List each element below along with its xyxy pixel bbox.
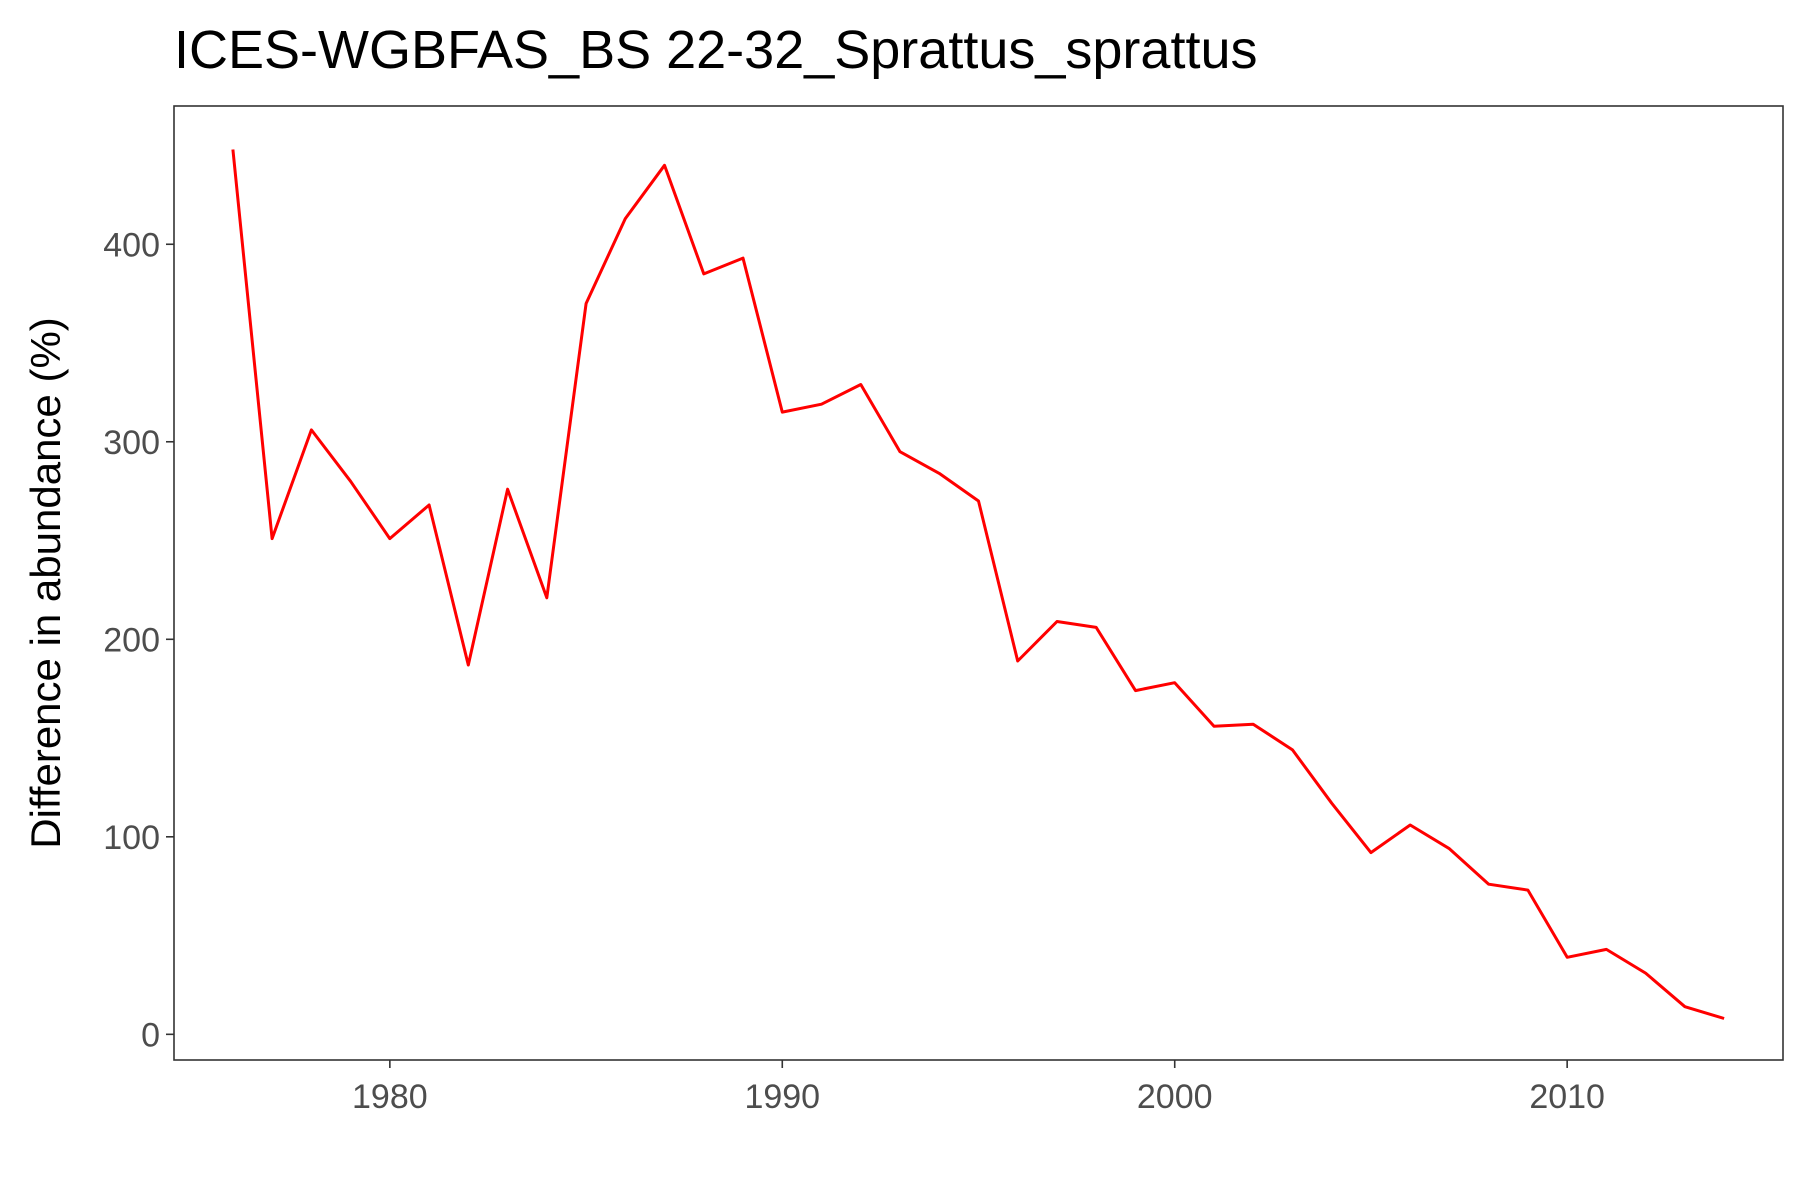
x-tick-label: 1990 [744,1078,820,1116]
y-tick-label: 100 [103,819,160,857]
y-tick-label: 400 [103,226,160,264]
y-tick-label: 300 [103,424,160,462]
y-axis: 0 100 200 300 400 [103,226,174,1054]
x-tick-label: 2000 [1137,1078,1213,1116]
x-tick-label: 2010 [1529,1078,1605,1116]
y-tick-label: 0 [141,1016,160,1054]
chart-title: ICES-WGBFAS_BS 22-32_Sprattus_sprattus [174,20,1257,80]
x-axis: 1980 1990 2000 2010 [352,1060,1605,1116]
series-line [231,149,1725,1020]
plot-border [173,105,1784,1061]
plot-area [231,149,1725,1020]
y-tick-label: 200 [103,621,160,659]
x-tick-label: 1980 [352,1078,428,1116]
y-axis-title: Difference in abundance (%) [22,317,69,849]
